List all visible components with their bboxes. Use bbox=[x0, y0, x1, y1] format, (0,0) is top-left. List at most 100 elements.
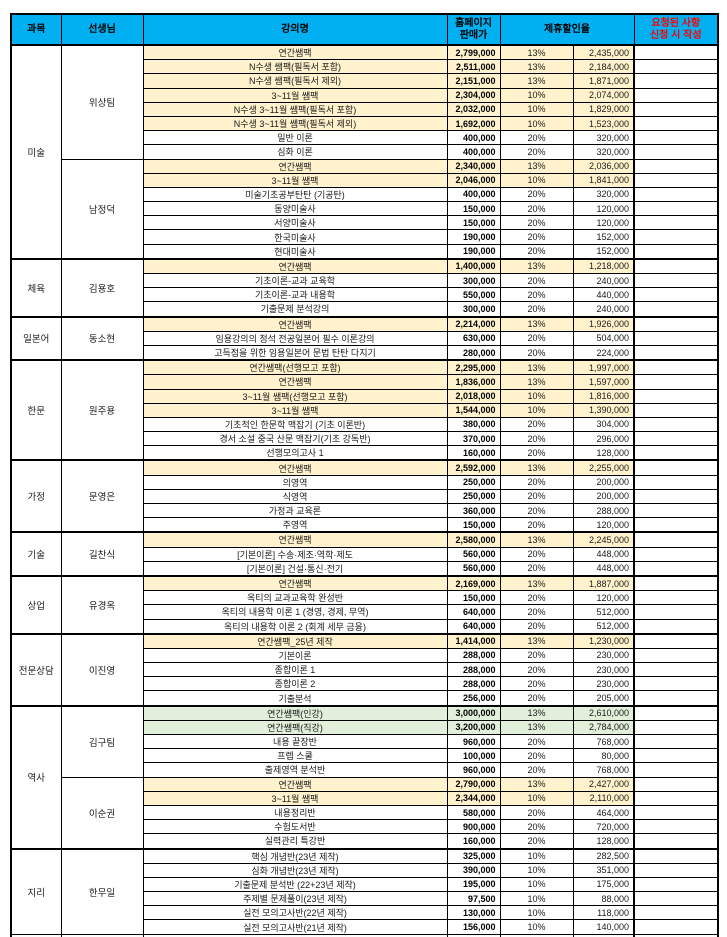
request-input-cell[interactable] bbox=[633, 172, 719, 188]
request-input-cell[interactable] bbox=[633, 905, 719, 921]
course-name-cell: 동양미술사 bbox=[142, 201, 448, 217]
course-row: 종합이론 2 288,000 20% 230,000 bbox=[11, 676, 719, 692]
request-input-cell[interactable] bbox=[633, 804, 719, 821]
teacher-cell: 문영은 bbox=[60, 459, 144, 533]
discount-rate-cell: 20% bbox=[499, 243, 574, 260]
homepage-price-cell: 250,000 bbox=[446, 474, 501, 490]
request-input-cell[interactable] bbox=[633, 115, 719, 132]
request-input-cell[interactable] bbox=[633, 158, 719, 174]
request-input-cell[interactable] bbox=[633, 662, 719, 678]
request-input-cell[interactable] bbox=[633, 315, 719, 332]
course-row: 체육 김용호 연간쌤팩 1,400,000 13% 1,218,000 bbox=[10, 257, 719, 318]
request-input-cell[interactable] bbox=[633, 374, 719, 390]
discounted-price-cell: 1,230,000 bbox=[572, 632, 635, 649]
request-input-cell[interactable] bbox=[633, 201, 719, 217]
discount-rate-cell: 10% bbox=[499, 847, 574, 864]
request-input-cell[interactable] bbox=[633, 690, 719, 707]
course-row: 옥티의 내용학 이론 2 (회계 세무 금융) 640,000 20% 512,000 bbox=[11, 618, 719, 635]
request-input-cell[interactable] bbox=[633, 862, 719, 878]
request-input-cell[interactable] bbox=[633, 416, 719, 433]
request-input-cell[interactable] bbox=[633, 618, 719, 635]
request-input-cell[interactable] bbox=[633, 243, 719, 260]
request-input-cell[interactable] bbox=[633, 647, 719, 664]
request-input-cell[interactable] bbox=[633, 776, 719, 792]
homepage-price-cell: 1,544,000 bbox=[446, 402, 501, 418]
request-input-cell[interactable] bbox=[633, 632, 719, 649]
request-input-cell[interactable] bbox=[633, 574, 719, 592]
request-input-cell[interactable] bbox=[633, 301, 719, 318]
request-input-cell[interactable] bbox=[633, 704, 719, 721]
teacher-cell: 한무일 bbox=[60, 847, 144, 935]
discount-rate-cell: 13% bbox=[499, 359, 574, 376]
request-input-cell[interactable] bbox=[633, 676, 719, 692]
subject-cell: 역사 bbox=[10, 704, 62, 849]
request-input-cell[interactable] bbox=[633, 590, 719, 606]
course-row: 수험도서반 900,000 20% 720,000 bbox=[11, 819, 719, 835]
course-name-cell: 심화 개념반(23년 제작) bbox=[142, 862, 448, 878]
request-input-cell[interactable] bbox=[633, 502, 719, 519]
homepage-price-cell: 190,000 bbox=[446, 229, 501, 245]
discounted-price-cell: 200,000 bbox=[572, 474, 635, 490]
request-input-cell[interactable] bbox=[633, 790, 719, 806]
course-name-cell: 실력관리 특강반 bbox=[142, 833, 448, 849]
request-input-cell[interactable] bbox=[633, 344, 719, 361]
request-input-cell[interactable] bbox=[633, 719, 719, 736]
homepage-price-cell: 2,046,000 bbox=[446, 172, 501, 188]
request-input-cell[interactable] bbox=[633, 604, 719, 620]
request-input-cell[interactable] bbox=[633, 517, 719, 533]
request-input-cell[interactable] bbox=[633, 833, 719, 849]
course-row: 기출문제 분석반 (22+23년 제작) 195,000 10% 175,000 bbox=[11, 876, 719, 893]
discount-rate-cell: 13% bbox=[499, 73, 574, 89]
request-input-cell[interactable] bbox=[633, 87, 719, 103]
request-input-cell[interactable] bbox=[633, 59, 719, 75]
request-input-cell[interactable] bbox=[633, 215, 719, 231]
discount-rate-cell: 20% bbox=[499, 804, 574, 821]
request-input-cell[interactable] bbox=[633, 891, 719, 907]
request-input-cell[interactable] bbox=[633, 847, 719, 864]
request-input-cell[interactable] bbox=[633, 101, 719, 117]
request-input-cell[interactable] bbox=[633, 388, 719, 404]
request-input-cell[interactable] bbox=[633, 445, 719, 461]
request-input-cell[interactable] bbox=[633, 330, 719, 346]
request-input-cell[interactable] bbox=[633, 229, 719, 245]
request-input-cell[interactable] bbox=[633, 130, 719, 146]
request-input-cell[interactable] bbox=[633, 272, 719, 289]
request-input-cell[interactable] bbox=[633, 560, 719, 577]
request-input-cell[interactable] bbox=[633, 287, 719, 303]
homepage-price-cell: 2,511,000 bbox=[446, 59, 501, 75]
request-input-cell[interactable] bbox=[633, 431, 719, 447]
request-input-cell[interactable] bbox=[633, 762, 719, 778]
course-name-cell: 3~11월 쌤팩 bbox=[142, 790, 448, 806]
price-table-body: 미술 위상팀 연간쌤팩 2,799,000 13% 2,435,000 N수생 쌤팩(필독서… bbox=[10, 44, 719, 937]
request-input-cell[interactable] bbox=[633, 876, 719, 893]
request-input-cell[interactable] bbox=[633, 144, 719, 160]
request-input-cell[interactable] bbox=[633, 748, 719, 764]
request-input-cell[interactable] bbox=[633, 186, 719, 203]
request-input-cell[interactable] bbox=[633, 402, 719, 418]
request-input-cell[interactable] bbox=[633, 459, 719, 476]
request-input-cell[interactable] bbox=[633, 474, 719, 490]
homepage-price-cell: 1,692,000 bbox=[446, 115, 501, 132]
homepage-price-cell: 288,000 bbox=[446, 647, 501, 664]
homepage-price-cell: 2,799,000 bbox=[446, 44, 501, 61]
request-input-cell[interactable] bbox=[633, 359, 719, 376]
request-input-cell[interactable] bbox=[633, 257, 719, 274]
homepage-price-cell: 560,000 bbox=[446, 560, 501, 577]
request-input-cell[interactable] bbox=[633, 733, 719, 750]
discounted-price-cell: 320,000 bbox=[572, 130, 635, 146]
discounted-price-cell: 2,427,000 bbox=[572, 776, 635, 792]
request-input-cell[interactable] bbox=[633, 546, 719, 562]
homepage-price-cell: 360,000 bbox=[446, 502, 501, 519]
request-input-cell[interactable] bbox=[633, 919, 719, 935]
discounted-price-cell: 2,036,000 bbox=[572, 158, 635, 174]
discounted-price-cell: 120,000 bbox=[572, 590, 635, 606]
course-name-cell: 내용 끝장반 bbox=[142, 733, 448, 750]
request-input-cell[interactable] bbox=[633, 531, 719, 548]
homepage-price-cell: 160,000 bbox=[446, 833, 501, 849]
request-input-cell[interactable] bbox=[633, 44, 719, 61]
request-input-cell[interactable] bbox=[633, 488, 719, 505]
course-name-cell: 현대미술사 bbox=[142, 243, 448, 260]
request-input-cell[interactable] bbox=[633, 819, 719, 835]
request-input-cell[interactable] bbox=[633, 73, 719, 89]
discounted-price-cell: 320,000 bbox=[572, 186, 635, 203]
